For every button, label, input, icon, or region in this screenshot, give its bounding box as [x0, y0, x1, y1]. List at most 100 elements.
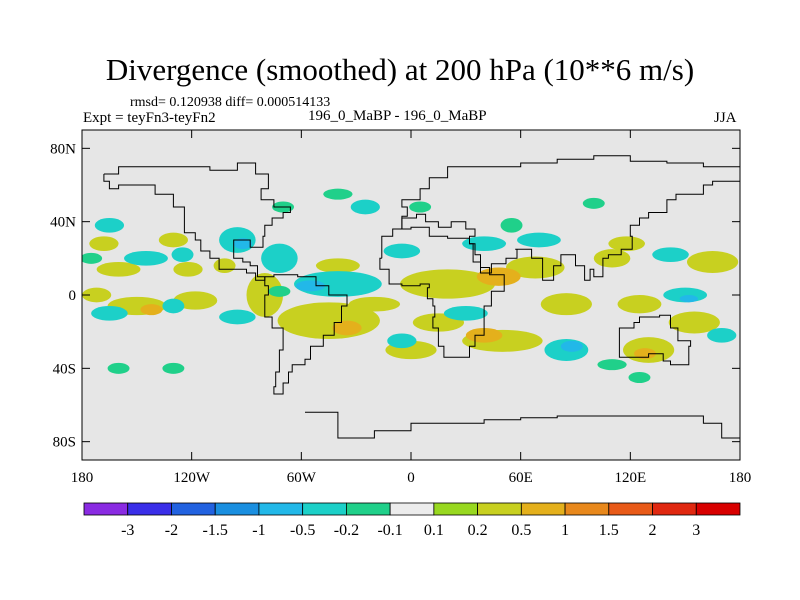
- contour-region-31: [171, 247, 194, 262]
- contour-region-36: [219, 309, 256, 325]
- contour-region-51: [582, 197, 605, 209]
- colorbar-label-3: -1: [252, 522, 265, 539]
- contour-region-3: [96, 262, 141, 277]
- y-tick-label-2: 0: [69, 288, 77, 304]
- x-tick-label-0: 180: [71, 470, 94, 486]
- y-tick-label-3: 40S: [53, 361, 76, 377]
- colorbar-label-2: -1.5: [203, 522, 228, 539]
- stats-label: rmsd= 0.120938 diff= 0.000514133: [130, 95, 331, 110]
- contour-region-60: [295, 280, 326, 292]
- colorbar-box-11: [564, 502, 610, 516]
- coastline-3: [392, 180, 740, 281]
- contour-region-34: [91, 306, 128, 321]
- contour-region-23: [608, 236, 645, 252]
- colorbar-label-1: -2: [165, 522, 178, 539]
- contour-region-43: [387, 333, 417, 349]
- contour-region-48: [107, 362, 130, 374]
- contour-region-39: [383, 243, 421, 259]
- coastline-0: [103, 162, 291, 281]
- contour-region-17: [540, 293, 592, 316]
- y-tick-label-1: 40N: [50, 215, 76, 231]
- contour-region-47: [707, 328, 737, 343]
- contour-region-61: [233, 238, 252, 250]
- contour-region-0: [82, 287, 112, 303]
- colorbar-box-3: [214, 502, 260, 516]
- coastline-2: [392, 155, 740, 230]
- contour-regions: [82, 188, 739, 383]
- colorbar-box-12: [608, 502, 653, 516]
- contour-region-6: [158, 232, 189, 248]
- contour-region-38: [350, 199, 380, 215]
- contour-region-49: [268, 285, 291, 297]
- contour-region-2: [173, 291, 218, 310]
- colorbar-label-12: 2: [649, 522, 657, 539]
- y-tick-label-4: 80S: [53, 435, 76, 451]
- colorbar-box-14: [695, 502, 741, 516]
- colorbar-label-11: 1.5: [599, 522, 619, 539]
- contour-region-28: [633, 348, 656, 360]
- x-tick-label-6: 180: [729, 470, 752, 486]
- colorbar-label-6: -0.1: [377, 522, 402, 539]
- x-tick-label-4: 60E: [509, 470, 533, 486]
- coastline-6: [305, 411, 740, 449]
- coastline-1: [264, 274, 348, 395]
- colorbar-label-5: -0.2: [334, 522, 359, 539]
- x-tick-label-5: 120E: [614, 470, 646, 486]
- contour-region-55: [82, 252, 103, 264]
- x-tick-label-1: 120W: [173, 470, 211, 486]
- colorbar-box-6: [345, 502, 391, 516]
- contour-region-27: [140, 304, 163, 316]
- contour-region-56: [628, 372, 651, 383]
- contour-region-26: [332, 320, 362, 336]
- colorbar-label-8: 0.2: [468, 522, 488, 539]
- colorbar-label-13: 3: [692, 522, 700, 539]
- colorbar-box-5: [302, 502, 347, 516]
- contour-region-19: [617, 295, 662, 314]
- season-label: JJA: [714, 110, 737, 126]
- coastline-5: [618, 314, 692, 366]
- contour-region-11: [348, 296, 401, 312]
- colorbar-box-4: [258, 502, 304, 516]
- colorbar-label-0: -3: [121, 522, 134, 539]
- contour-region-59: [560, 340, 583, 352]
- contour-region-53: [323, 188, 353, 200]
- colorbar-box-1: [127, 502, 172, 516]
- contour-region-41: [517, 232, 561, 248]
- coastlines: [103, 155, 740, 449]
- axes: 180 120W 60W 0 60E 120E 180 80N 40N 0 40S 80S: [50, 130, 751, 486]
- colorbar-label-4: -0.5: [290, 522, 315, 539]
- contour-region-35: [162, 298, 185, 314]
- contour-region-54: [409, 201, 432, 213]
- contour-region-30: [124, 251, 168, 266]
- chart-title: Divergence (smoothed) at 200 hPa (10**6 …: [105, 52, 695, 87]
- runs-label: 196_0_MaBP - 196_0_MaBP: [308, 108, 487, 124]
- contour-region-16: [506, 256, 565, 279]
- contour-region-24: [476, 267, 521, 286]
- contour-region-46: [652, 247, 689, 262]
- contour-region-12: [400, 269, 496, 299]
- colorbar-box-0: [83, 502, 129, 516]
- contour-region-29: [94, 218, 125, 233]
- colorbar-box-13: [652, 502, 697, 516]
- contour-region-62: [679, 295, 698, 303]
- contour-region-7: [213, 258, 236, 273]
- y-tick-label-0: 80N: [50, 141, 76, 157]
- x-tick-label-2: 60W: [287, 470, 317, 486]
- colorbar-label-7: 0.1: [424, 522, 444, 539]
- coastline-4: [379, 226, 505, 358]
- contour-region-50: [500, 218, 523, 233]
- contour-region-21: [668, 311, 720, 334]
- contour-region-18: [593, 249, 631, 268]
- colorbar-box-2: [171, 502, 216, 516]
- contour-region-44: [443, 306, 488, 321]
- contour-region-4: [173, 262, 203, 277]
- colorbar: -3 -2 -1.5 -1 -0.5 -0.2 -0.1 0.1 0.2 0.5 1 1.5 2 3: [83, 502, 741, 539]
- colorbar-label-9: 0.5: [511, 522, 531, 539]
- experiment-label: Expt = teyFn3-teyFn2: [83, 110, 216, 126]
- colorbar-label-10: 1: [561, 522, 569, 539]
- contour-region-58: [597, 359, 627, 371]
- colorbar-box-9: [477, 502, 522, 516]
- colorbar-box-7: [389, 502, 435, 516]
- colorbar-box-8: [433, 502, 479, 516]
